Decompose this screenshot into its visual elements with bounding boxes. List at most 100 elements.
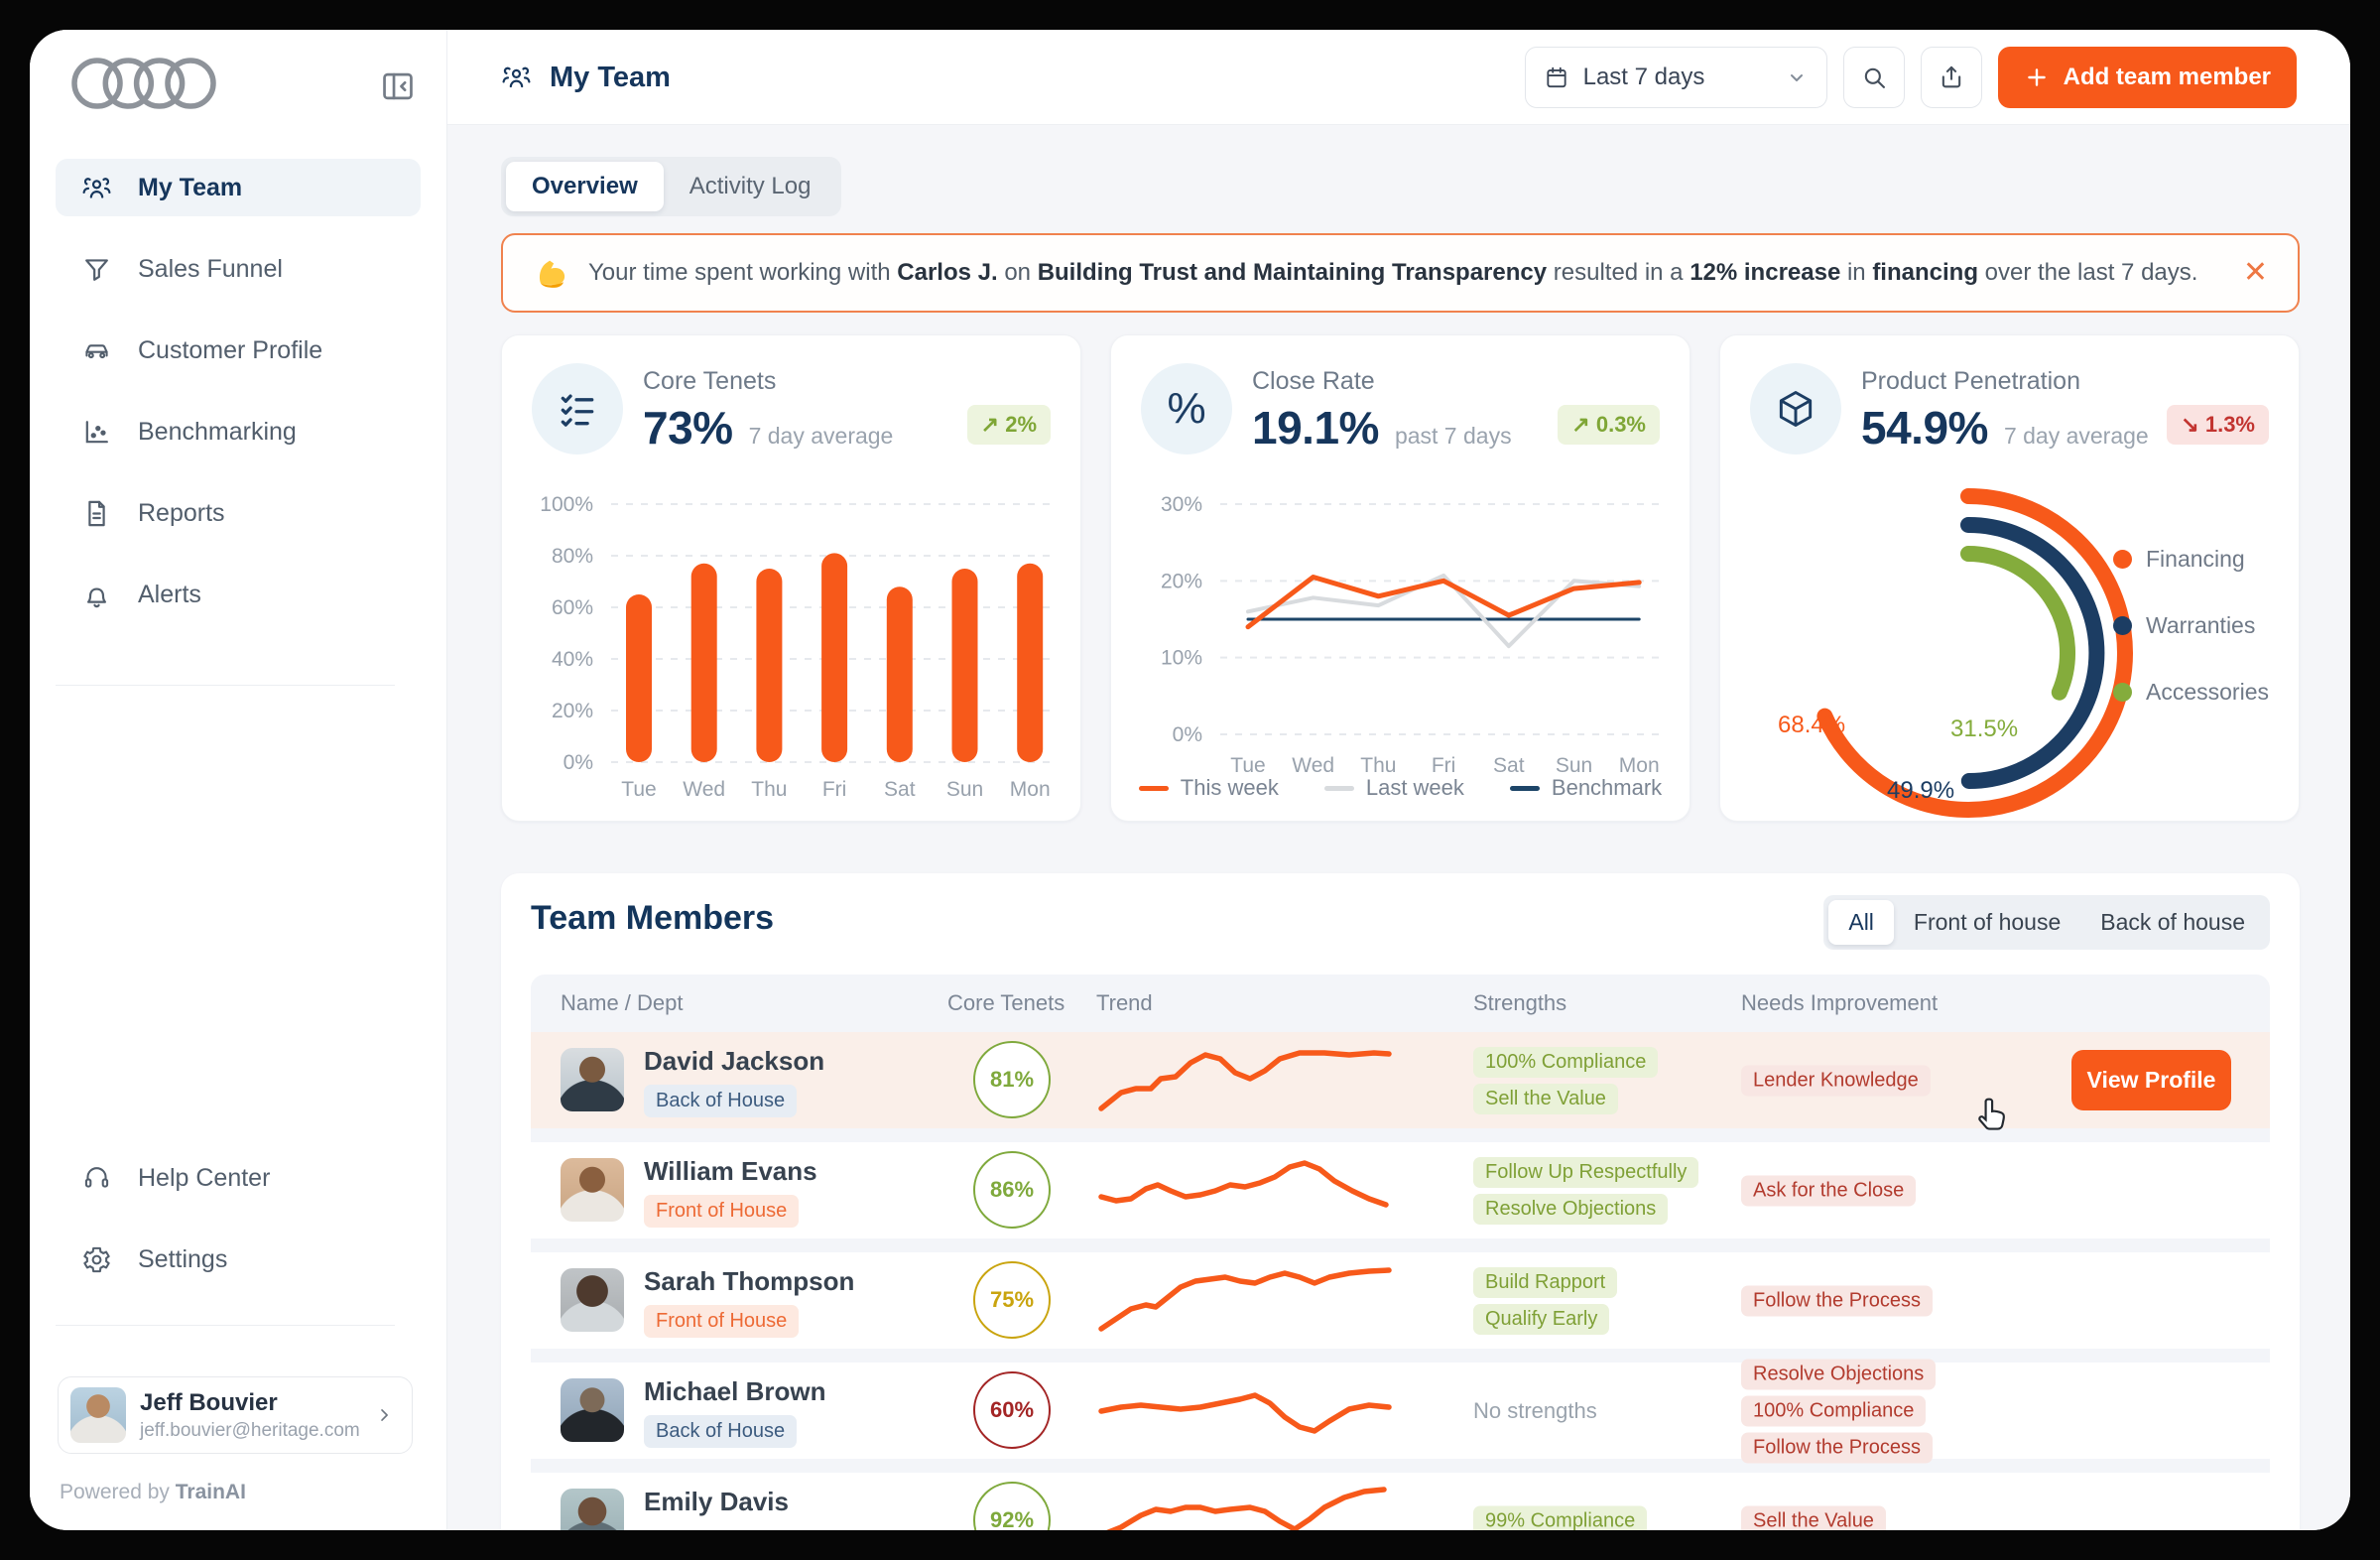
core-tenets-chart: 0% 20% 40% 60% 80% 100% Tue Wed Thu Fri Sat Sun Mon xyxy=(502,484,1082,823)
column-header: Name / Dept xyxy=(561,990,684,1015)
audi-rings-logo xyxy=(69,56,218,116)
svg-text:Tue: Tue xyxy=(621,778,656,801)
svg-text:10%: 10% xyxy=(1161,647,1202,670)
needs-chip: Follow the Process xyxy=(1741,1432,1933,1463)
search-icon xyxy=(1860,64,1888,91)
flexed-bicep-icon xyxy=(533,255,568,291)
user-profile-card[interactable]: Jeff Bouvier jeff.bouvier@heritage.com xyxy=(58,1376,413,1454)
chevron-right-icon xyxy=(374,1403,394,1427)
column-header: Trend xyxy=(1096,990,1153,1015)
tab-overview[interactable]: Overview xyxy=(506,162,664,211)
sidebar-item-alerts[interactable]: Alerts xyxy=(56,566,421,623)
close-icon[interactable]: ✕ xyxy=(2242,256,2268,289)
percent-icon: % xyxy=(1167,384,1206,433)
sidebar-item-label: Customer Profile xyxy=(138,335,323,364)
sidebar-divider xyxy=(56,685,395,686)
legend-item: Accessories xyxy=(2113,679,2269,706)
strength-chip: 100% Compliance xyxy=(1473,1046,1659,1078)
table-row-william-evans[interactable]: William Evans Front of House 86% Follow U… xyxy=(531,1142,2270,1238)
avatar xyxy=(561,1268,624,1332)
table-row-emily-davis[interactable]: Emily Davis 92% 99% Compliance Sell the V… xyxy=(531,1473,2270,1530)
add-team-member-button[interactable]: Add team member xyxy=(1997,47,2297,108)
date-range-value: Last 7 days xyxy=(1582,64,1705,90)
svg-text:40%: 40% xyxy=(552,648,593,671)
card-icon-circle: % xyxy=(1141,363,1232,455)
sidebar-item-settings[interactable]: Settings xyxy=(56,1231,421,1288)
member-name: Emily Davis xyxy=(644,1487,789,1516)
table-header-row: Name / Dept Core Tenets Trend Strengths Need… xyxy=(531,975,2270,1032)
sidebar-item-label: Sales Funnel xyxy=(138,254,283,283)
needs-chip: Ask for the Close xyxy=(1741,1175,1917,1206)
needs-chip: 100% Compliance xyxy=(1741,1395,1927,1426)
team-members-panel: Team Members All Front of house Back of ho… xyxy=(501,873,2300,1530)
table-row-david-jackson[interactable]: David Jackson Back of House 81% 100% Comp… xyxy=(531,1032,2270,1128)
sidebar-collapse-icon[interactable] xyxy=(379,67,417,105)
table-row-sarah-thompson[interactable]: Sarah Thompson Front of House 75% Build R… xyxy=(531,1252,2270,1349)
chart-legend: Financing Warranties Accessories xyxy=(2113,546,2269,706)
car-icon xyxy=(81,335,112,366)
search-button[interactable] xyxy=(1842,47,1905,108)
powered-by: Powered by TrainAI xyxy=(60,1481,246,1503)
checklist-icon xyxy=(556,387,599,431)
view-profile-button[interactable]: View Profile xyxy=(2071,1050,2231,1110)
strengths-chips: 100% Compliance Sell the Value xyxy=(1473,1046,1659,1114)
sidebar-footer-nav: Help Center Settings xyxy=(56,1149,421,1312)
svg-text:Thu: Thu xyxy=(1360,754,1396,777)
card-value: 19.1% xyxy=(1252,402,1379,454)
svg-text:Thu: Thu xyxy=(751,778,787,801)
core-tenets-score: 81% xyxy=(973,1041,1051,1118)
user-email: jeff.bouvier@heritage.com xyxy=(140,1419,360,1441)
page-title: My Team xyxy=(501,30,671,125)
sidebar-item-benchmarking[interactable]: Benchmarking xyxy=(56,403,421,460)
filter-front-of-house[interactable]: Front of house xyxy=(1913,909,2062,935)
sidebar-item-customer-profile[interactable]: Customer Profile xyxy=(56,322,421,379)
svg-text:80%: 80% xyxy=(552,545,593,568)
svg-text:Fri: Fri xyxy=(1432,754,1456,777)
scatter-icon xyxy=(81,417,112,448)
legend-item: Benchmark xyxy=(1509,775,1662,801)
table-row-michael-brown[interactable]: Michael Brown Back of House 60% No streng… xyxy=(531,1359,2270,1463)
dept-badge: Front of House xyxy=(644,1305,800,1338)
bell-icon xyxy=(81,580,112,610)
plus-icon xyxy=(2024,65,2050,90)
card-subtitle: 7 day average xyxy=(2003,423,2149,449)
svg-text:Wed: Wed xyxy=(1292,754,1334,777)
strength-chip: 99% Compliance xyxy=(1473,1505,1648,1530)
close-rate-chart: 0% 10% 20% 30% Tue Wed Thu Fri Sat Sun Mon xyxy=(1111,484,1691,823)
needs-chips: Ask for the Close xyxy=(1741,1175,1917,1206)
sidebar-item-sales-funnel[interactable]: Sales Funnel xyxy=(56,240,421,298)
stat-card-core-tenets: Core Tenets 73% 7 day average ↗ 2% 0% 20%… xyxy=(501,334,1081,822)
svg-text:20%: 20% xyxy=(552,700,593,722)
sidebar-item-help-center[interactable]: Help Center xyxy=(56,1149,421,1207)
needs-chip: Resolve Objections xyxy=(1741,1359,1937,1389)
dept-badge: Back of House xyxy=(644,1415,798,1448)
view-tabs: Overview Activity Log xyxy=(501,157,842,216)
share-button[interactable] xyxy=(1920,47,1982,108)
avatar xyxy=(561,1048,624,1111)
main-content: Overview Activity Log Your time spent wor… xyxy=(447,125,2350,1530)
team-icon xyxy=(501,61,532,94)
dept-badge: Back of House xyxy=(644,1085,798,1117)
insight-banner: Your time spent working with Carlos J. o… xyxy=(501,233,2300,313)
filter-all[interactable]: All xyxy=(1828,900,1894,945)
strengths-chips: Follow Up Respectfully Resolve Objections xyxy=(1473,1156,1699,1225)
sidebar-item-label: My Team xyxy=(138,173,243,201)
svg-text:0%: 0% xyxy=(1173,723,1202,746)
card-icon-circle xyxy=(1750,363,1841,455)
user-name: Jeff Bouvier xyxy=(140,1388,278,1416)
svg-text:20%: 20% xyxy=(1161,570,1202,592)
date-range-select[interactable]: Last 7 days xyxy=(1524,47,1827,108)
tab-activity-log[interactable]: Activity Log xyxy=(689,173,812,199)
gear-icon xyxy=(81,1244,112,1275)
sidebar-item-my-team[interactable]: My Team xyxy=(56,159,421,216)
trend-sparkline xyxy=(1098,1050,1392,1111)
core-tenets-score: 75% xyxy=(973,1261,1051,1339)
filter-back-of-house[interactable]: Back of house xyxy=(2100,909,2245,935)
sidebar-item-reports[interactable]: Reports xyxy=(56,484,421,542)
sidebar-nav: My Team Sales Funnel Customer Profile Be… xyxy=(56,159,421,647)
svg-text:Sat: Sat xyxy=(1493,754,1525,777)
svg-text:30%: 30% xyxy=(1161,493,1202,516)
no-strengths-label: No strengths xyxy=(1473,1398,1597,1423)
column-header: Needs Improvement xyxy=(1741,990,1939,1015)
strength-chip: Qualify Early xyxy=(1473,1303,1610,1335)
